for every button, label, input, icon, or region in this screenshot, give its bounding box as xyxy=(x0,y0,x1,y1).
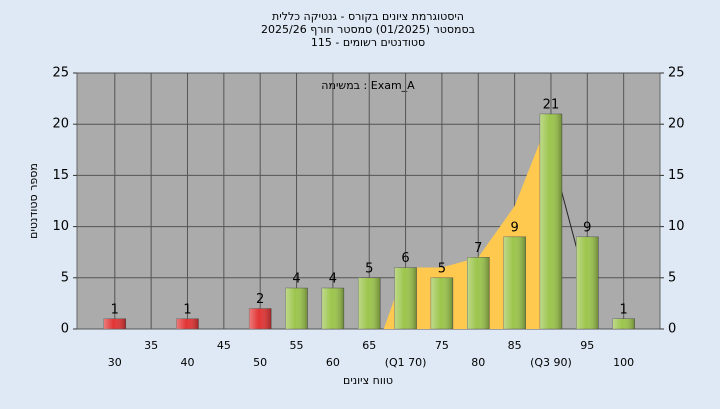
bar-shade xyxy=(394,267,417,329)
x-tick-label: 45 xyxy=(217,339,231,352)
data-label: 4 xyxy=(329,272,337,287)
x-tick-label: 50 xyxy=(253,356,267,369)
y2-tick-label: 5 xyxy=(668,270,676,285)
chart-title: סטודנטים רשומים - 115 xyxy=(311,36,425,49)
data-label: 2 xyxy=(256,292,264,307)
y-tick-label: 25 xyxy=(52,66,69,81)
data-label: 5 xyxy=(365,261,373,276)
bar-shade xyxy=(576,236,599,329)
y-tick-label: 15 xyxy=(52,168,69,183)
x-tick-label: (Q3 90) xyxy=(530,356,572,369)
data-label: 1 xyxy=(111,302,119,317)
x-tick-label: 80 xyxy=(471,356,485,369)
data-label: 1 xyxy=(183,302,191,317)
x-tick-label: 40 xyxy=(180,356,194,369)
y2-tick-label: 0 xyxy=(668,322,676,337)
data-label: 5 xyxy=(438,261,446,276)
data-label: 1 xyxy=(620,302,628,317)
x-tick-label: (Q1 70) xyxy=(385,356,427,369)
data-label: 7 xyxy=(474,241,482,256)
annotation: במשימה : Exam_A xyxy=(321,79,415,92)
y-tick-label: 0 xyxy=(61,322,69,337)
y-tick-label: 10 xyxy=(52,219,69,234)
x-tick-label: 35 xyxy=(144,339,158,352)
y-tick-label: 20 xyxy=(52,117,69,132)
y2-tick-label: 10 xyxy=(668,219,685,234)
x-tick-label: 95 xyxy=(580,339,594,352)
bar-shade xyxy=(358,277,381,329)
bar-shade xyxy=(103,318,126,329)
y-axis-label: מספר סטודנטים xyxy=(27,163,40,239)
y2-tick-label: 20 xyxy=(668,117,685,132)
chart-title: היסטוגרמת ציונים בקורס - גנטיקה כללית xyxy=(272,10,464,23)
x-tick-label: 100 xyxy=(613,356,634,369)
x-tick-label: 55 xyxy=(290,339,304,352)
y2-tick-label: 25 xyxy=(668,66,685,81)
bar-shade xyxy=(467,257,490,329)
data-label: 4 xyxy=(292,272,300,287)
bar-shade xyxy=(430,277,453,329)
bar-shade xyxy=(321,288,344,329)
x-axis-label: טווח ציונים xyxy=(343,374,393,387)
x-tick-label: 75 xyxy=(435,339,449,352)
y2-tick-label: 15 xyxy=(668,168,685,183)
chart-title: בסמסטר (01/2025) סמסטר חורף 2025/26 xyxy=(261,23,475,36)
y-tick-label: 5 xyxy=(61,270,69,285)
bar-shade xyxy=(612,318,635,329)
x-tick-label: 60 xyxy=(326,356,340,369)
x-tick-label: 65 xyxy=(362,339,376,352)
bar-shade xyxy=(539,113,562,330)
data-label: 21 xyxy=(543,97,560,112)
bar-shade xyxy=(503,236,526,329)
data-label: 9 xyxy=(583,220,591,235)
x-tick-label: 30 xyxy=(108,356,122,369)
x-tick-label: 85 xyxy=(508,339,522,352)
bar-shade xyxy=(249,308,272,329)
data-label: 6 xyxy=(401,251,409,266)
bar-shade xyxy=(176,318,199,329)
bar-shade xyxy=(285,288,308,329)
data-label: 9 xyxy=(510,220,518,235)
